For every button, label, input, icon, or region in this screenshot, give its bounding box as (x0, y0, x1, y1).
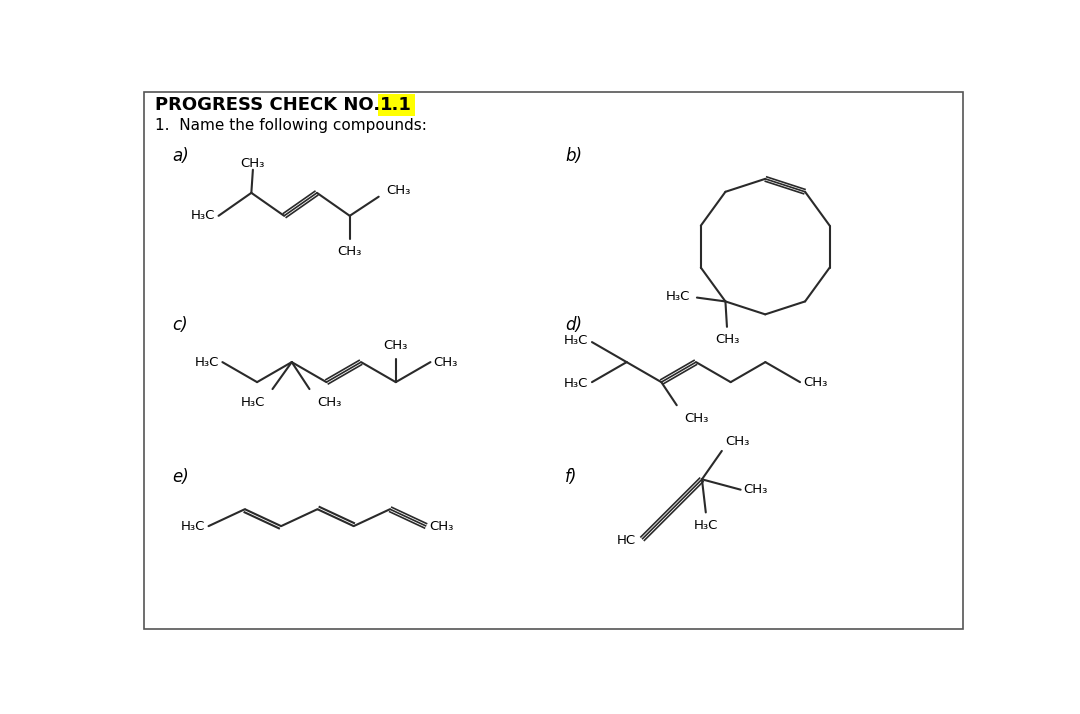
Text: e): e) (173, 468, 189, 486)
Text: CH₃: CH₃ (685, 412, 708, 425)
Text: f): f) (565, 468, 578, 486)
Text: CH₃: CH₃ (744, 483, 768, 496)
Text: CH₃: CH₃ (387, 184, 410, 197)
Text: CH₃: CH₃ (725, 436, 750, 448)
Text: CH₃: CH₃ (338, 246, 362, 258)
Text: PROGRESS CHECK NO.: PROGRESS CHECK NO. (154, 96, 386, 114)
Text: 1.  Name the following compounds:: 1. Name the following compounds: (154, 118, 427, 133)
Text: a): a) (173, 146, 189, 164)
Text: H₃C: H₃C (564, 334, 589, 347)
Text: CH₃: CH₃ (318, 396, 341, 408)
Text: CH₃: CH₃ (804, 376, 827, 388)
FancyBboxPatch shape (378, 94, 415, 116)
Text: H₃C: H₃C (241, 396, 265, 408)
Text: CH₃: CH₃ (241, 157, 265, 170)
Text: d): d) (565, 316, 582, 334)
Text: CH₃: CH₃ (430, 520, 454, 533)
Text: 1.1: 1.1 (379, 96, 411, 114)
Text: H₃C: H₃C (191, 209, 216, 222)
Text: H₃C: H₃C (665, 290, 690, 303)
Text: CH₃: CH₃ (715, 333, 739, 346)
Text: c): c) (173, 316, 188, 334)
Text: H₃C: H₃C (693, 519, 718, 532)
Text: HC: HC (617, 534, 636, 547)
Text: H₃C: H₃C (181, 520, 205, 533)
Text: H₃C: H₃C (195, 356, 219, 368)
Text: CH₃: CH₃ (433, 356, 458, 368)
Text: CH₃: CH₃ (383, 338, 408, 352)
Text: H₃C: H₃C (564, 377, 589, 390)
FancyBboxPatch shape (144, 92, 963, 629)
Text: b): b) (565, 146, 582, 164)
